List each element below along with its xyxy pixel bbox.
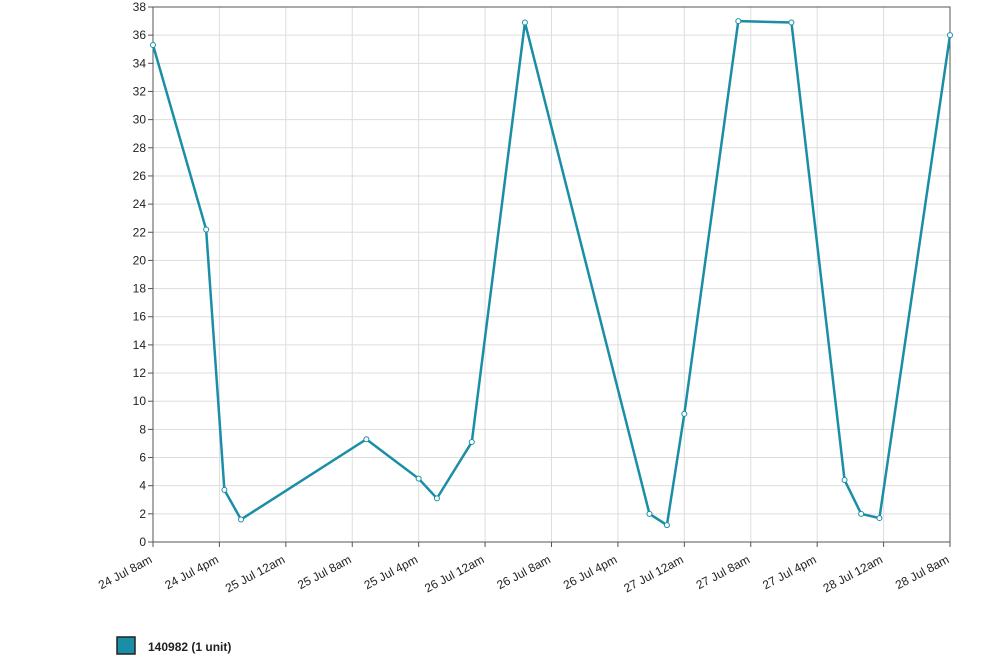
legend-label: 140982 (1 unit) xyxy=(148,640,231,654)
y-tick-label: 16 xyxy=(133,310,147,324)
data-point xyxy=(468,439,475,446)
y-tick-label: 14 xyxy=(133,338,147,352)
y-tick-label: 4 xyxy=(139,479,146,493)
y-tick-label: 38 xyxy=(133,0,147,14)
y-tick-label: 22 xyxy=(133,225,147,239)
x-tick-label: 27 Jul 8am xyxy=(694,552,752,592)
y-tick-label: 8 xyxy=(139,422,146,436)
data-point xyxy=(150,42,156,49)
x-tick-label: 25 Jul 4pm xyxy=(362,552,420,592)
y-tick-label: 6 xyxy=(139,451,146,465)
data-point xyxy=(203,226,210,233)
x-tick-label: 27 Jul 12am xyxy=(621,552,685,595)
data-point xyxy=(415,475,422,482)
x-tick-label: 25 Jul 8am xyxy=(295,552,353,592)
x-tick-label: 26 Jul 4pm xyxy=(561,552,619,592)
y-tick-label: 28 xyxy=(133,141,147,155)
y-tick-label: 24 xyxy=(133,197,147,211)
data-point xyxy=(858,510,865,517)
y-tick-label: 34 xyxy=(133,56,147,70)
x-tick-label: 26 Jul 12am xyxy=(422,552,486,595)
y-tick-label: 0 xyxy=(139,535,146,549)
data-point xyxy=(238,516,245,523)
data-point xyxy=(646,510,653,517)
y-tick-label: 26 xyxy=(133,169,147,183)
x-tick-label: 24 Jul 8am xyxy=(96,552,154,592)
x-tick-label: 25 Jul 12am xyxy=(223,552,287,595)
y-tick-label: 36 xyxy=(133,28,147,42)
plot-frame xyxy=(152,6,951,543)
data-point xyxy=(221,486,228,493)
y-tick-label: 30 xyxy=(133,113,147,127)
x-tick-label: 24 Jul 4pm xyxy=(162,552,220,592)
x-tick-label: 28 Jul 12am xyxy=(821,552,885,595)
data-point xyxy=(735,18,742,25)
y-tick-label: 18 xyxy=(133,282,147,296)
data-point xyxy=(433,495,440,502)
x-tick-label: 28 Jul 8am xyxy=(893,552,951,592)
x-tick-label: 27 Jul 4pm xyxy=(760,552,818,592)
data-point xyxy=(363,436,370,443)
data-point xyxy=(841,477,848,484)
data-point xyxy=(876,515,883,522)
y-tick-label: 12 xyxy=(133,366,147,380)
data-line xyxy=(151,19,952,528)
data-point xyxy=(521,19,528,26)
y-tick-label: 32 xyxy=(133,84,147,98)
data-point xyxy=(663,522,670,529)
y-tick-label: 20 xyxy=(133,253,147,267)
data-point xyxy=(681,410,688,417)
data-point xyxy=(788,19,795,26)
data-point xyxy=(947,32,953,39)
legend-swatch xyxy=(116,636,136,655)
x-tick-label: 26 Jul 8am xyxy=(495,552,553,592)
y-tick-label: 10 xyxy=(133,394,147,408)
y-tick-label: 2 xyxy=(139,507,146,521)
